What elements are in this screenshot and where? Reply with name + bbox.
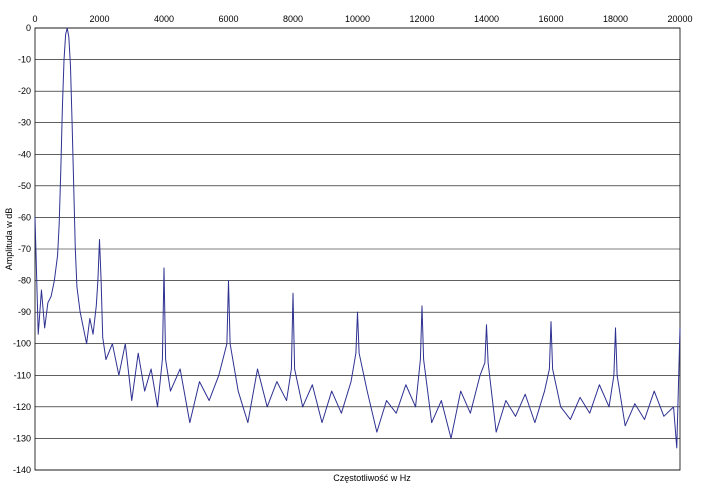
y-tick-label: -120 (13, 402, 31, 412)
gridlines (35, 27, 680, 471)
y-tick-label: -60 (18, 212, 31, 222)
y-tick-label: -100 (13, 339, 31, 349)
plot-area-frame (34, 27, 681, 471)
y-tick-label: -10 (18, 55, 31, 65)
x-tick-label: 18000 (603, 14, 628, 24)
y-tick-label: 0 (26, 23, 31, 33)
y-axis-title: Amplituda w dB (4, 208, 14, 271)
x-tick-labels: 0 2000 4000 6000 8000 10000 12000 14000 16000 180… (32, 14, 692, 24)
y-tick-label: -20 (18, 86, 31, 96)
y-tick-label: -50 (18, 181, 31, 191)
y-tick-label: -110 (14, 370, 31, 380)
x-tick-label: 20000 (667, 14, 692, 24)
x-tick-label: 12000 (409, 14, 434, 24)
x-tick-label: 14000 (474, 14, 499, 24)
y-tick-labels: 0 -10 -20 -30 -40 -50 -60 -70 -80 -90 -100 -110 -120… (13, 23, 31, 475)
x-axis-title: Częstotliwość w Hz (333, 473, 411, 483)
x-tick-label: 8000 (283, 14, 303, 24)
x-tick-label: 16000 (538, 14, 563, 24)
amplitude-series-line (34, 27, 681, 449)
y-tick-label: -70 (18, 244, 31, 254)
x-tick-label: 10000 (345, 14, 370, 24)
x-tick-label: 0 (32, 14, 37, 24)
x-tick-label: 4000 (154, 14, 174, 24)
y-tick-label: -30 (18, 118, 31, 128)
x-tick-label: 6000 (218, 14, 238, 24)
y-tick-label: -40 (18, 149, 31, 159)
y-tick-label: -140 (13, 465, 31, 475)
y-tick-label: -130 (13, 433, 31, 443)
y-tick-label: -90 (18, 307, 31, 317)
x-tick-label: 2000 (89, 14, 109, 24)
y-tick-label: -80 (18, 276, 31, 286)
